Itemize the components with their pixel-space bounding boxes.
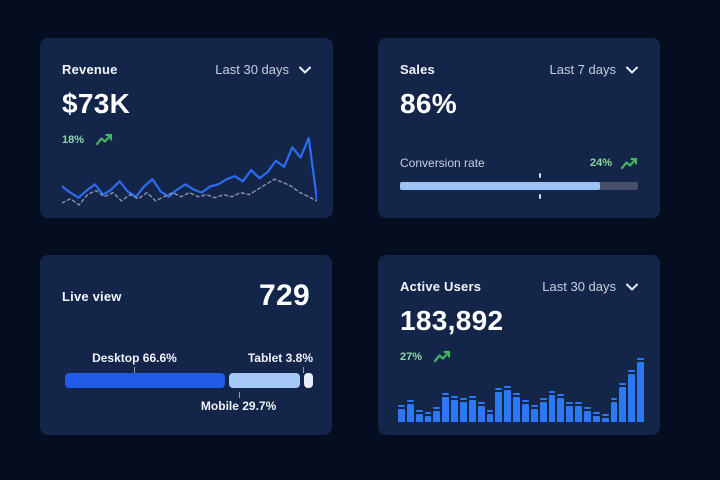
user-bar: [628, 370, 636, 422]
chevron-down-icon: [626, 66, 638, 73]
revenue-value: $73K: [62, 88, 131, 119]
trending-up-icon: [434, 350, 451, 363]
user-bar: [486, 409, 494, 422]
conversion-row: Conversion rate 24%: [400, 156, 638, 170]
user-bar: [584, 406, 591, 422]
user-bar: [433, 406, 441, 422]
user-bar: [539, 398, 547, 422]
user-bar: [477, 401, 485, 422]
live-view-title: Live view: [62, 288, 122, 304]
trending-up-icon: [621, 157, 638, 169]
user-bar: [530, 404, 538, 422]
revenue-title: Revenue: [62, 62, 118, 77]
user-bar: [513, 393, 521, 422]
active-users-title: Active Users: [400, 279, 482, 294]
conversion-rate-label: Conversion rate: [400, 156, 485, 170]
mobile-label: Mobile 29.7%: [200, 399, 277, 413]
live-view-header: Live view 729: [62, 279, 310, 313]
sales-delta: 24%: [589, 157, 612, 169]
conversion-progress-bar: [400, 173, 638, 199]
active-users-delta-row: 27%: [400, 350, 638, 363]
user-bar: [415, 409, 423, 422]
active-users-header: Active Users Last 30 days: [400, 279, 638, 294]
user-bar: [406, 399, 414, 422]
sales-card: Sales Last 7 days 86% Conversion rate 24…: [378, 38, 660, 218]
tablet-tick: [303, 367, 305, 373]
active-users-period-dropdown[interactable]: Last 30 days: [542, 279, 638, 294]
user-bar: [610, 398, 618, 422]
user-bar: [522, 399, 529, 422]
sales-value: 86%: [400, 88, 457, 119]
user-bar: [619, 382, 627, 422]
user-bar: [398, 404, 405, 422]
chevron-down-icon: [299, 66, 311, 73]
active-users-delta: 27%: [400, 350, 423, 363]
user-bar: [442, 393, 450, 422]
device-split-chart: Desktop 66.6% Tablet 3.8% Mobile 29.7%: [65, 351, 313, 413]
user-bar: [575, 401, 583, 422]
user-bar: [637, 358, 645, 422]
revenue-chart-area: [62, 135, 317, 207]
revenue-period-label: Last 30 days: [215, 62, 289, 77]
user-bar: [504, 386, 512, 422]
revenue-delta-row: 18%: [62, 133, 311, 146]
user-bar: [460, 398, 467, 422]
sales-title: Sales: [400, 62, 435, 77]
user-bar: [548, 391, 556, 422]
active-users-value: 183,892: [400, 305, 504, 336]
user-bar: [592, 411, 600, 422]
device-split-bar: [65, 373, 313, 388]
mobile-tick: [238, 392, 240, 398]
progress-marker-top: [539, 173, 542, 178]
active-users-period-label: Last 30 days: [542, 279, 616, 294]
trending-up-icon: [96, 133, 113, 146]
revenue-card: Revenue Last 30 days $73K 18%: [40, 38, 333, 218]
live-view-card: Live view 729 Desktop 66.6% Tablet 3.8% …: [40, 255, 332, 435]
user-bar: [566, 401, 574, 422]
tablet-label: Tablet 3.8%: [247, 351, 313, 365]
conversion-progress-fill: [400, 182, 600, 190]
revenue-period-dropdown[interactable]: Last 30 days: [215, 62, 311, 77]
user-bar: [424, 411, 432, 422]
sales-period-label: Last 7 days: [549, 62, 617, 77]
mobile-segment: [228, 373, 300, 388]
sales-period-dropdown[interactable]: Last 7 days: [549, 62, 638, 77]
conversion-delta: 24%: [590, 157, 638, 170]
revenue-card-header: Revenue Last 30 days: [62, 62, 311, 77]
user-bar: [601, 413, 609, 422]
active-users-bar-chart: [398, 358, 645, 422]
desktop-tick: [134, 367, 136, 373]
tablet-segment: [303, 373, 313, 388]
desktop-label: Desktop 66.6%: [92, 351, 177, 365]
revenue-line-chart: [62, 135, 317, 207]
user-bar: [451, 396, 459, 422]
revenue-delta: 18%: [62, 133, 85, 146]
user-bar: [495, 388, 503, 422]
live-view-value: 729: [259, 279, 310, 312]
desktop-segment: [65, 373, 225, 388]
progress-marker-bottom: [539, 194, 542, 199]
sales-card-header: Sales Last 7 days: [400, 62, 638, 77]
chevron-down-icon: [626, 283, 638, 290]
user-bar: [468, 396, 476, 422]
user-bar: [557, 393, 565, 422]
active-users-card: Active Users Last 30 days 183,892 27%: [378, 255, 660, 435]
